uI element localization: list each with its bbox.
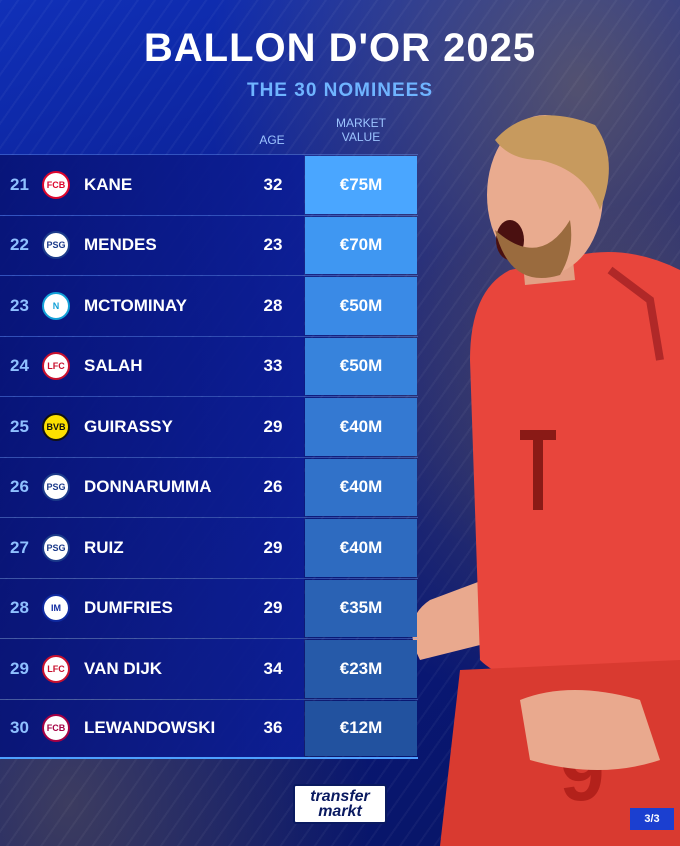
table-row: 23 N MCTOMINAY 28 €50M (0, 275, 418, 336)
player-name: SALAH (84, 356, 143, 376)
market-value: €75M (305, 156, 417, 214)
market-value: €40M (305, 458, 417, 516)
table-row: 25 BVB GUIRASSY 29 €40M (0, 396, 418, 457)
player-name: MCTOMINAY (84, 295, 187, 315)
player-name: DUMFRIES (84, 598, 173, 618)
player-age: 26 (263, 477, 283, 497)
player-name: RUIZ (84, 537, 124, 557)
club-crest-text: IM (51, 603, 61, 614)
player-age: 29 (263, 416, 283, 436)
player-age: 23 (263, 235, 283, 255)
market-value: €50M (305, 337, 417, 395)
player-name: GUIRASSY (84, 416, 173, 436)
rank-number: 30 (10, 718, 29, 738)
logo-line1: transfer (310, 788, 370, 805)
logo-line2: markt (318, 803, 362, 820)
rank-number: 29 (10, 658, 29, 678)
column-header-market-value: MARKET VALUE (305, 116, 417, 144)
rank-number: 23 (10, 295, 29, 315)
nominees-table: 21 FCB KANE 32 €75M 22 PSG MENDES 23 €70M 23 N MCTOM… (0, 154, 418, 759)
market-value: €50M (305, 277, 417, 335)
club-crest-icon: N (42, 291, 70, 320)
player-name: LEWANDOWSKI (84, 718, 216, 738)
market-value: €35M (305, 579, 417, 637)
club-crest-text: FCB (46, 723, 66, 734)
column-header-age: AGE (259, 133, 285, 147)
player-age: 28 (263, 295, 283, 315)
rank-number: 26 (10, 477, 29, 497)
club-crest-icon: FCB (42, 714, 70, 743)
club-crest-text: PSG (46, 240, 66, 251)
market-value: €40M (305, 398, 417, 456)
player-age: 29 (263, 537, 283, 557)
rank-number: 22 (10, 235, 29, 255)
market-value: €12M (305, 700, 417, 756)
table-row: 22 PSG MENDES 23 €70M (0, 214, 418, 275)
club-crest-icon: PSG (42, 231, 70, 260)
club-crest-icon: FCB (42, 170, 70, 199)
club-crest-icon: IM (42, 594, 70, 623)
player-age: 32 (263, 174, 283, 194)
club-crest-icon: PSG (42, 473, 70, 502)
table-row: 24 LFC SALAH 33 €50M (0, 335, 418, 396)
player-name: KANE (84, 174, 133, 194)
rank-number: 24 (10, 356, 29, 376)
club-crest-icon: LFC (42, 654, 70, 683)
market-value: €23M (305, 640, 417, 698)
player-age: 36 (263, 718, 283, 738)
player-age: 29 (263, 598, 283, 618)
table-row: 21 FCB KANE 32 €75M (0, 154, 418, 215)
table-row: 26 PSG DONNARUMMA 26 €40M (0, 456, 418, 517)
player-name: VAN DIJK (84, 658, 163, 678)
player-name: MENDES (84, 235, 157, 255)
player-age: 34 (263, 658, 283, 678)
table-row: 28 IM DUMFRIES 29 €35M (0, 577, 418, 638)
table-row: 30 FCB LEWANDOWSKI 36 €12M (0, 698, 418, 759)
market-value: €40M (305, 519, 417, 577)
club-crest-text: N (52, 300, 60, 311)
club-crest-text: BVB (46, 421, 66, 432)
table-row: 27 PSG RUIZ 29 €40M (0, 517, 418, 578)
rank-number: 28 (10, 598, 29, 618)
club-crest-icon: BVB (42, 412, 70, 441)
club-crest-text: LFC (47, 663, 65, 674)
transfermarkt-logo: transfer markt (293, 784, 387, 824)
player-name: DONNARUMMA (84, 477, 212, 497)
club-crest-icon: LFC (42, 352, 70, 381)
rank-number: 27 (10, 537, 29, 557)
table-row: 29 LFC VAN DIJK 34 €23M (0, 638, 418, 699)
player-image: 9 (412, 115, 680, 846)
market-value: €70M (305, 216, 417, 274)
club-crest-text: FCB (46, 179, 66, 190)
page-title: BALLON D'OR 2025 (143, 26, 537, 70)
column-header-market-value-line1: MARKET (335, 116, 386, 130)
player-age: 33 (263, 356, 283, 376)
club-crest-icon: PSG (42, 533, 70, 562)
club-crest-text: LFC (47, 361, 65, 372)
rank-number: 25 (10, 416, 29, 436)
club-crest-text: PSG (46, 542, 66, 553)
rank-number: 21 (10, 174, 29, 194)
page-indicator: 3/3 (630, 808, 674, 830)
page-subtitle: THE 30 NOMINEES (246, 80, 434, 101)
column-header-market-value-line2: VALUE (341, 130, 381, 144)
club-crest-text: PSG (46, 482, 66, 493)
